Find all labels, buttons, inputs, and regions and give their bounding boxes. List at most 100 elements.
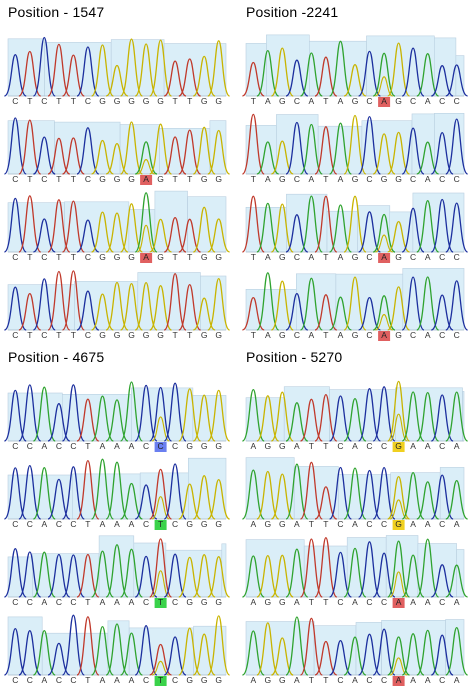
variant-highlight <box>140 175 153 185</box>
peak-t <box>76 459 100 520</box>
quality-bar <box>245 539 305 598</box>
secondary-peak <box>137 159 155 175</box>
trace-plot <box>3 457 230 530</box>
peak-a <box>90 625 115 676</box>
peak-g <box>178 388 202 442</box>
base-call: T <box>27 330 33 340</box>
peak-c <box>61 614 85 676</box>
base-call: T <box>250 96 256 106</box>
base-call: G <box>157 96 164 106</box>
peak-c <box>18 630 42 676</box>
trace-plot <box>3 117 231 185</box>
base-call: A <box>308 174 315 184</box>
peak-a <box>105 461 129 520</box>
peak-a <box>343 636 367 676</box>
peak-g <box>270 554 294 598</box>
peak-c <box>430 131 454 175</box>
peak-a <box>328 40 353 97</box>
base-call: C <box>70 441 77 451</box>
base-call: A <box>250 441 257 451</box>
peak-c <box>3 54 27 97</box>
peak-c <box>76 46 100 97</box>
base-call: C <box>26 519 33 529</box>
base-call: G <box>186 519 193 529</box>
quality-bar <box>192 395 227 442</box>
peak-g <box>207 218 230 253</box>
quality-bar <box>295 273 337 331</box>
secondary-peak <box>389 413 408 442</box>
secondary-peak <box>389 571 408 598</box>
peak-g <box>256 622 280 676</box>
peak-c <box>328 466 353 520</box>
peak-g <box>178 627 202 676</box>
peak-c <box>149 386 173 442</box>
peak-c <box>163 636 187 676</box>
quality-bar <box>54 121 121 175</box>
base-call: C <box>55 519 62 529</box>
peak-g <box>119 203 144 253</box>
peak-a <box>343 467 367 520</box>
quality-bar <box>434 37 457 97</box>
peak-t <box>314 126 338 175</box>
base-call: A <box>250 519 257 529</box>
base-call: G <box>278 675 286 685</box>
base-call: G <box>395 96 402 106</box>
base-call: C <box>55 597 62 607</box>
peak-a <box>134 192 158 253</box>
base-call: G <box>380 174 388 184</box>
peak-g <box>387 380 411 442</box>
variant-highlight <box>378 97 391 107</box>
base-call: T <box>323 252 329 262</box>
base-call: C <box>143 519 150 529</box>
base-call: C <box>172 519 179 529</box>
peak-g <box>256 470 280 520</box>
base-call: G <box>215 519 222 529</box>
base-call: G <box>99 330 106 340</box>
peak-a <box>90 458 115 520</box>
base-call: A <box>41 441 48 451</box>
base-call: T <box>323 597 329 607</box>
base-call: G <box>186 597 193 607</box>
quality-bar <box>326 210 358 253</box>
base-call: T <box>157 597 164 607</box>
base-call: T <box>308 441 314 451</box>
base-call: T <box>70 252 76 262</box>
peak-c <box>33 218 56 253</box>
peak-c <box>445 118 469 175</box>
base-call: T <box>56 330 62 340</box>
base-call: T <box>323 675 329 685</box>
peak-a <box>285 402 309 442</box>
base-call: G <box>264 597 272 607</box>
peak-g <box>149 285 173 331</box>
peak-g <box>387 286 411 331</box>
base-call: A <box>424 174 431 184</box>
base-call: T <box>27 252 33 262</box>
peak-a <box>256 272 280 331</box>
base-call: C <box>172 597 179 607</box>
base-call: C <box>70 597 77 607</box>
peak-a <box>445 391 469 442</box>
peak-c <box>76 219 100 253</box>
base-call: A <box>250 675 257 685</box>
base-call: G <box>395 174 402 184</box>
base-call: C <box>381 441 388 451</box>
base-call: C <box>157 441 164 451</box>
variant-highlight <box>154 598 167 608</box>
peak-g <box>207 277 231 331</box>
peak-g <box>134 43 158 97</box>
base-call: A <box>128 597 135 607</box>
base-call: C <box>366 174 373 184</box>
peak-c <box>3 627 27 676</box>
peak-g <box>270 47 294 97</box>
base-call: T <box>250 330 256 340</box>
peak-a <box>241 630 265 676</box>
peak-a <box>32 386 56 442</box>
base-call: T <box>56 96 62 106</box>
trace-plot <box>3 190 230 263</box>
base-call: T <box>323 96 329 106</box>
